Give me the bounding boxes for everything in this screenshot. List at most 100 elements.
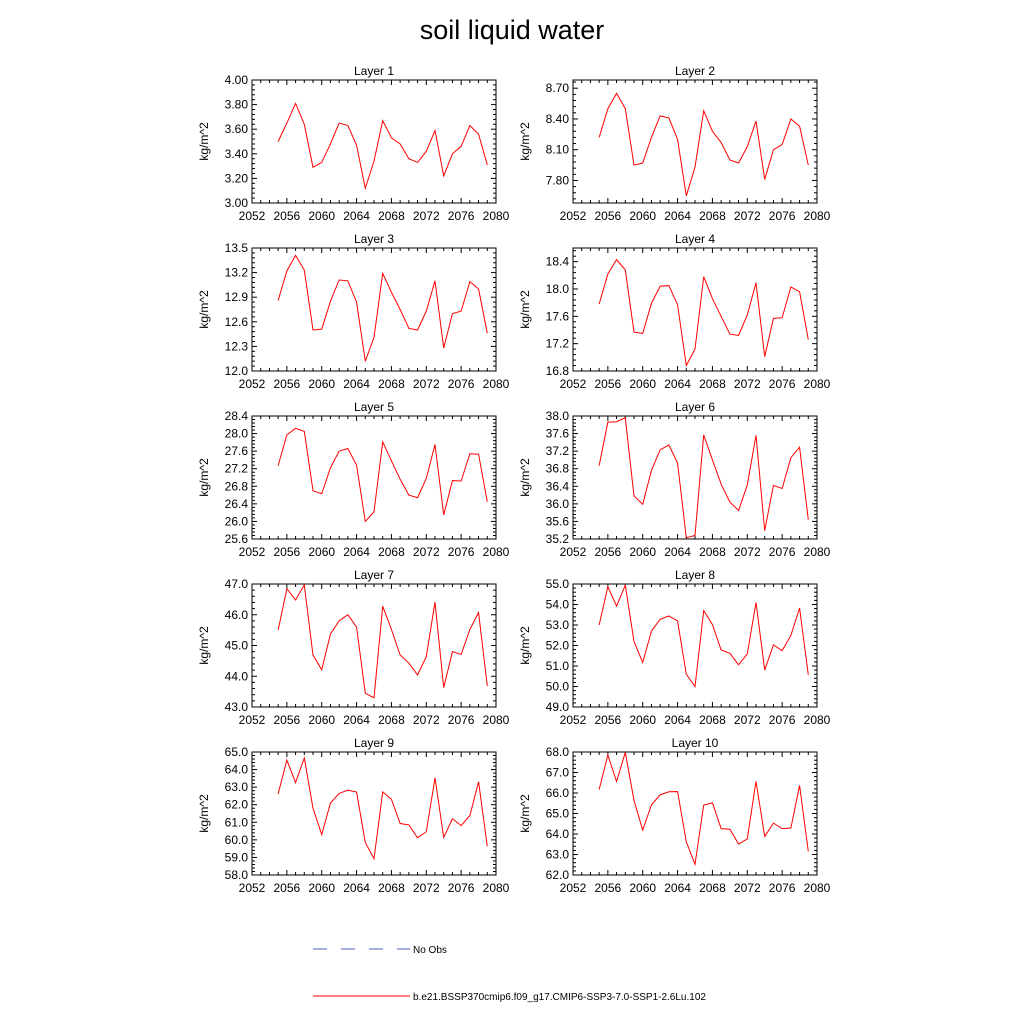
y-tick-label: 55.0 — [546, 577, 570, 591]
y-tick-label: 43.0 — [225, 700, 249, 714]
plot-frame — [572, 415, 818, 540]
y-tick-label: 60.0 — [225, 833, 249, 847]
x-tick-label: 2068 — [378, 209, 405, 223]
x-tick-label: 2052 — [239, 881, 266, 895]
y-tick-label: 45.0 — [225, 639, 249, 653]
x-tick-label: 2052 — [560, 209, 587, 223]
y-tick-label: 51.0 — [546, 659, 570, 673]
x-tick-label: 2076 — [769, 881, 796, 895]
y-tick-label: 44.0 — [225, 669, 249, 683]
y-tick-label: 3.80 — [225, 98, 249, 112]
x-tick-label: 2060 — [629, 881, 656, 895]
x-tick-label: 2072 — [413, 209, 440, 223]
x-tick-label: 2076 — [448, 545, 475, 559]
chart-panel-layer-1: Layer 1 2052 2056 2060 2064 2068 2072 2076 2080 3… — [197, 64, 510, 223]
x-tick-label: 2072 — [413, 713, 440, 727]
y-tick-label: 8.10 — [546, 143, 570, 157]
y-tick-label: 12.6 — [225, 315, 249, 329]
y-tick-label: 46.0 — [225, 608, 249, 622]
x-tick-label: 2072 — [734, 209, 761, 223]
x-tick-label: 2056 — [595, 881, 622, 895]
plot-frame — [251, 415, 497, 540]
x-tick-label: 2060 — [308, 881, 335, 895]
x-tick-label: 2072 — [413, 881, 440, 895]
y-axis-label: kg/m^2 — [197, 290, 211, 329]
legend-obs-label: No Obs — [413, 945, 447, 956]
y-axis-label: kg/m^2 — [518, 290, 532, 329]
panel-title: Layer 1 — [354, 64, 394, 78]
y-tick-label: 58.0 — [225, 868, 249, 882]
y-tick-label: 26.8 — [225, 479, 249, 493]
y-tick-label: 47.0 — [225, 577, 249, 591]
x-tick-label: 2080 — [483, 377, 510, 391]
x-tick-label: 2056 — [595, 713, 622, 727]
y-tick-label: 49.0 — [546, 700, 570, 714]
x-tick-label: 2052 — [239, 713, 266, 727]
x-tick-label: 2072 — [734, 377, 761, 391]
chart-panel-layer-7: Layer 7 2052 2056 2060 2064 2068 2072 2076 2080 4… — [197, 568, 510, 727]
y-tick-label: 65.0 — [225, 745, 249, 759]
x-tick-label: 2064 — [664, 713, 691, 727]
x-tick-label: 2060 — [629, 545, 656, 559]
x-tick-label: 2060 — [308, 713, 335, 727]
x-tick-label: 2052 — [560, 713, 587, 727]
figure-title: soil liquid water — [420, 15, 605, 45]
y-axis-label: kg/m^2 — [197, 626, 211, 665]
y-tick-label: 8.40 — [546, 112, 570, 126]
x-tick-label: 2080 — [483, 209, 510, 223]
series-line-model — [598, 417, 809, 539]
y-tick-label: 37.2 — [546, 444, 570, 458]
y-tick-label: 36.0 — [546, 497, 570, 511]
y-tick-label: 27.2 — [225, 462, 249, 476]
chart-panel-layer-3: Layer 3 2052 2056 2060 2064 2068 2072 2076 2080 1… — [197, 232, 510, 391]
y-axis-label: kg/m^2 — [197, 122, 211, 161]
chart-panel-layer-5: Layer 5 2052 2056 2060 2064 2068 2072 2076 2080 2… — [197, 400, 510, 559]
y-tick-label: 18.0 — [546, 282, 570, 296]
y-tick-label: 37.6 — [546, 427, 570, 441]
x-tick-label: 2076 — [769, 545, 796, 559]
y-tick-label: 3.40 — [225, 147, 249, 161]
panel-title: Layer 4 — [675, 232, 715, 246]
y-tick-label: 38.0 — [546, 409, 570, 423]
x-tick-label: 2076 — [769, 209, 796, 223]
x-tick-label: 2068 — [378, 545, 405, 559]
y-tick-label: 8.70 — [546, 81, 570, 95]
series-line-model — [277, 756, 488, 861]
y-tick-label: 54.0 — [546, 598, 570, 612]
x-tick-label: 2052 — [560, 377, 587, 391]
y-tick-label: 66.0 — [546, 786, 570, 800]
x-tick-label: 2072 — [734, 545, 761, 559]
x-tick-label: 2064 — [343, 209, 370, 223]
y-tick-label: 36.4 — [546, 479, 570, 493]
x-tick-label: 2056 — [274, 545, 301, 559]
y-tick-label: 3.60 — [225, 122, 249, 136]
y-tick-label: 17.2 — [546, 337, 570, 351]
y-tick-label: 18.4 — [546, 255, 570, 269]
x-tick-label: 2080 — [483, 545, 510, 559]
x-tick-label: 2080 — [804, 545, 831, 559]
x-tick-label: 2052 — [239, 545, 266, 559]
panel-title: Layer 2 — [675, 64, 715, 78]
y-tick-label: 68.0 — [546, 745, 570, 759]
plot-frame — [572, 247, 818, 372]
x-tick-label: 2056 — [274, 881, 301, 895]
y-tick-label: 35.6 — [546, 514, 570, 528]
y-tick-label: 61.0 — [225, 815, 249, 829]
x-tick-label: 2068 — [378, 713, 405, 727]
y-tick-label: 12.3 — [225, 339, 249, 353]
x-tick-label: 2056 — [274, 713, 301, 727]
y-tick-label: 28.0 — [225, 427, 249, 441]
x-tick-label: 2064 — [664, 881, 691, 895]
y-tick-label: 62.0 — [225, 798, 249, 812]
x-tick-label: 2064 — [664, 209, 691, 223]
y-tick-label: 64.0 — [546, 827, 570, 841]
series-line-model — [598, 92, 809, 196]
x-tick-label: 2060 — [629, 377, 656, 391]
y-tick-label: 52.0 — [546, 639, 570, 653]
x-tick-label: 2072 — [413, 377, 440, 391]
x-tick-label: 2068 — [378, 881, 405, 895]
plot-frame — [251, 79, 497, 204]
y-axis-label: kg/m^2 — [518, 794, 532, 833]
x-tick-label: 2068 — [699, 545, 726, 559]
